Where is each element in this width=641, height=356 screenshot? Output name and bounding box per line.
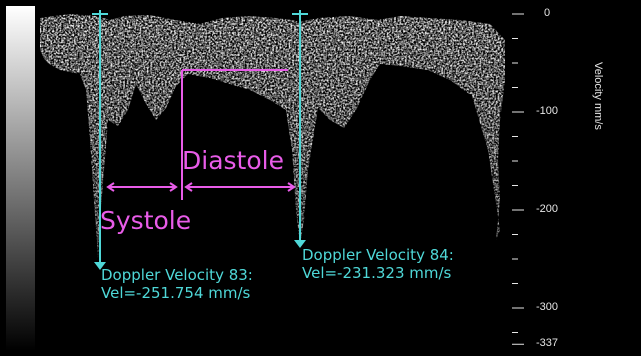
scale-tick-label: 0 <box>544 7 551 19</box>
systole-label: Systole <box>100 206 192 235</box>
velocity-axis-title: Velocity mm/s <box>592 62 604 130</box>
measurement-83-name: Doppler Velocity 83: <box>101 266 253 284</box>
measurement-83-value: Vel=-251.754 mm/s <box>101 284 251 302</box>
velocity-calipers <box>92 10 308 266</box>
scale-tick-label: -337 <box>536 337 559 350</box>
diastole-label: Diastole <box>182 146 284 175</box>
measurement-83: Doppler Velocity 83: Vel=-251.754 mm/s <box>101 266 253 302</box>
grayscale-bar <box>6 6 35 351</box>
spectral-waveform <box>40 14 505 258</box>
scale-tick-label: -200 <box>536 203 559 215</box>
velocity-scale <box>512 13 524 345</box>
scale-tick-label: -300 <box>536 301 559 313</box>
caliper-marker-84 <box>294 240 306 248</box>
measurement-84-value: Vel=-231.323 mm/s <box>302 264 452 282</box>
caliper-marker-83 <box>94 262 106 270</box>
measurement-84-name: Doppler Velocity 84: <box>302 246 454 264</box>
interval-markers <box>106 69 296 200</box>
measurement-84: Doppler Velocity 84: Vel=-231.323 mm/s <box>302 246 454 282</box>
scale-tick-label: -100 <box>536 105 559 117</box>
